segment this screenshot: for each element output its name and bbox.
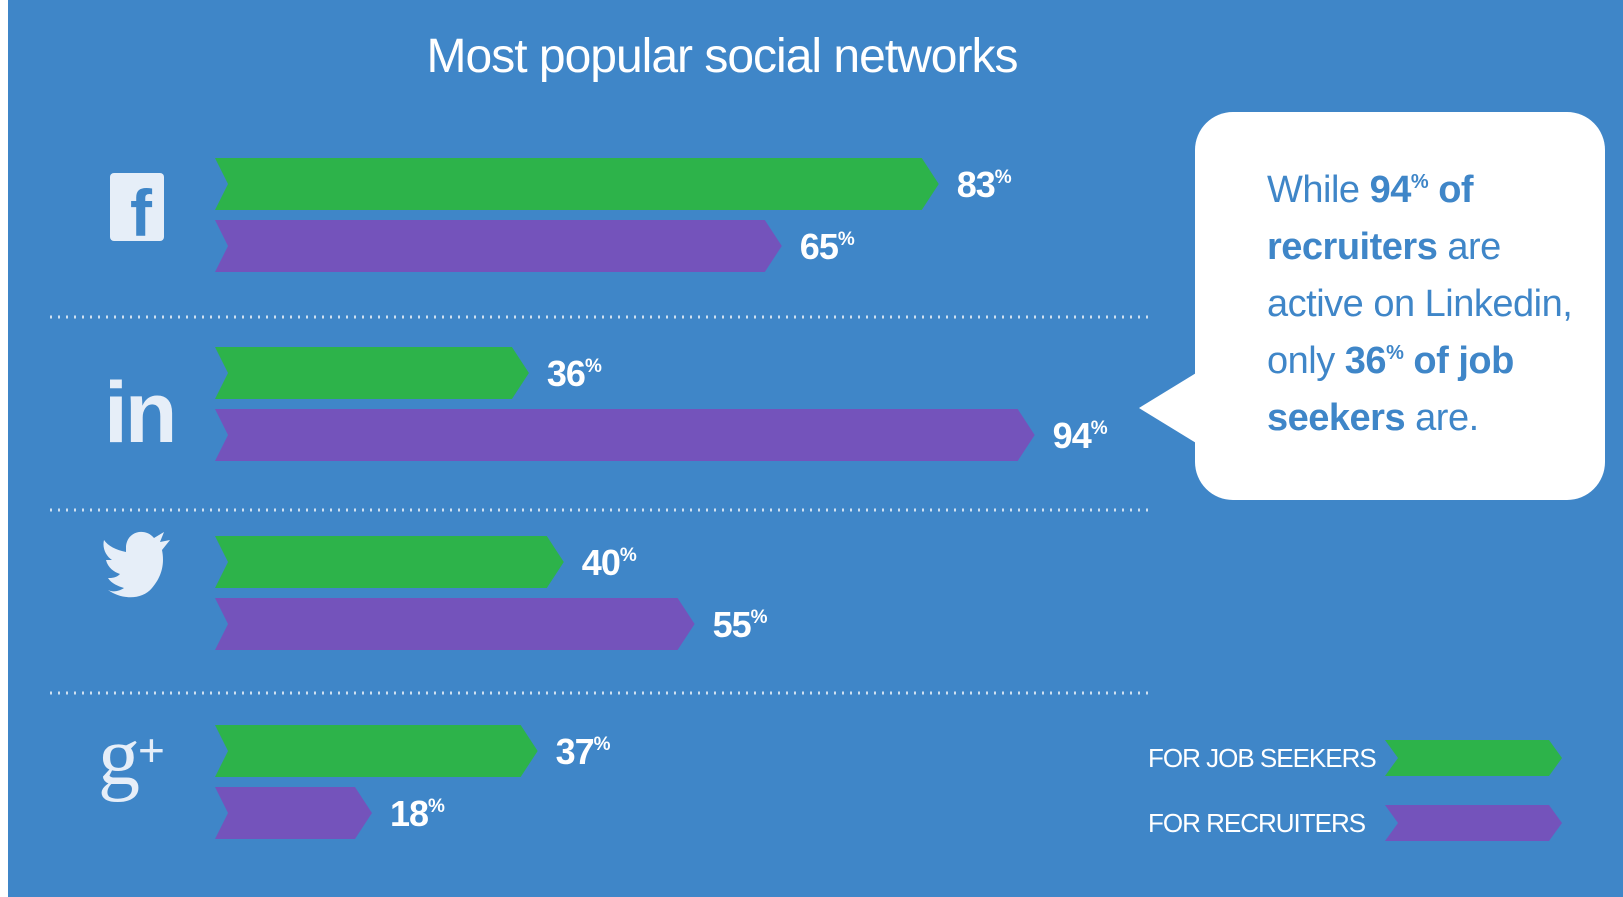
value-label: 18% xyxy=(390,793,445,834)
chart-title: Most popular social networks xyxy=(427,30,1018,83)
value-label: 83% xyxy=(957,164,1012,205)
callout-text-part: 36 xyxy=(1344,340,1387,382)
svg-text:g: g xyxy=(98,710,140,803)
value-label: 65% xyxy=(800,226,855,267)
legend-label-recruiters: FOR RECRUITERS xyxy=(1148,808,1366,838)
facebook-icon: f xyxy=(110,173,164,250)
twitter-icon xyxy=(103,531,170,598)
value-label: 36% xyxy=(547,353,602,394)
bar-google-plus-recruiters xyxy=(215,787,372,839)
value-label: 55% xyxy=(713,604,768,645)
svg-text:+: + xyxy=(138,724,165,776)
legend-label-job-seekers: FOR JOB SEEKERS xyxy=(1148,743,1377,773)
bar-twitter-recruiters xyxy=(215,598,695,650)
svg-text:in: in xyxy=(104,365,174,461)
value-label: 37% xyxy=(556,731,611,772)
bar-linkedin-job-seekers xyxy=(215,347,529,399)
legend-swatch-recruiters xyxy=(1385,805,1562,841)
linkedin-icon: in xyxy=(104,365,177,461)
callout-text-part: of job seekers xyxy=(1267,340,1514,439)
value-label: 40% xyxy=(582,542,637,583)
bar-linkedin-recruiters xyxy=(215,409,1035,461)
value-label: 94% xyxy=(1053,415,1108,456)
bar-google-plus-job-seekers xyxy=(215,725,538,777)
bar-twitter-job-seekers xyxy=(215,536,564,588)
callout-annotation: While 94% of recruiters are active on Li… xyxy=(1195,112,1605,500)
callout-pointer xyxy=(1139,370,1201,446)
callout-text-part: of recruiters xyxy=(1267,169,1474,268)
bar-facebook-job-seekers xyxy=(215,158,939,210)
callout-text-part: % xyxy=(1410,171,1429,193)
bar-facebook-recruiters xyxy=(215,220,782,272)
legend-swatch-job-seekers xyxy=(1385,740,1562,776)
google-plus-icon: g + xyxy=(98,710,165,803)
callout-text-part: % xyxy=(1386,342,1404,364)
callout-text-part: are active on Linkedin, only xyxy=(1267,226,1573,382)
callout-text-part: are. xyxy=(1405,397,1479,439)
callout-text-part: While xyxy=(1267,169,1370,211)
svg-text:f: f xyxy=(130,176,153,250)
callout-text-part: 94 xyxy=(1369,169,1412,211)
